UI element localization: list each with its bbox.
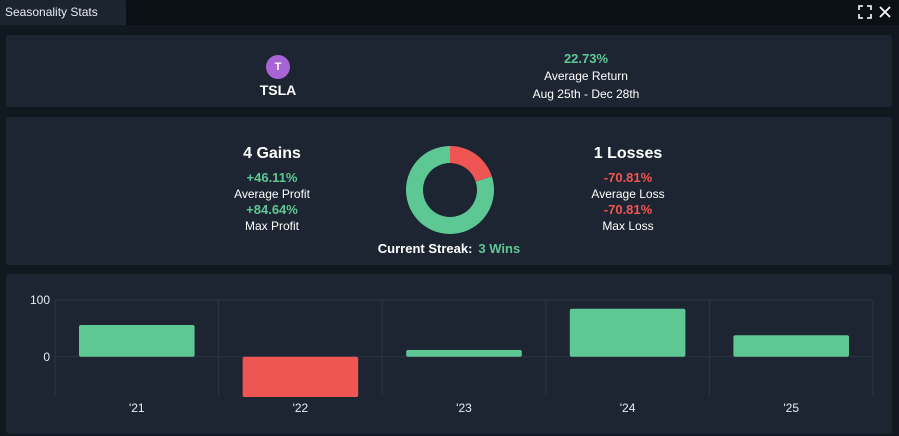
donut-losses-segment xyxy=(450,146,492,182)
average-return-block: 22.73% Average Return Aug 25th - Dec 28t… xyxy=(486,51,686,101)
max-loss-label: Max Loss xyxy=(602,219,654,233)
streak-label: Current Streak: xyxy=(377,241,473,256)
x-tick-label: '23 xyxy=(456,401,472,415)
x-tick-label: '25 xyxy=(783,401,799,415)
seasonality-bar-chart: 100 0 '21 '22 '23 '24 '25 xyxy=(30,293,874,415)
average-loss-label: Average Loss xyxy=(591,187,665,201)
y-tick-label: 0 xyxy=(43,350,50,364)
donut-gains-segment xyxy=(406,146,494,234)
y-tick-label: 100 xyxy=(30,293,50,307)
bar-22 xyxy=(242,356,359,397)
tab-seasonality-stats[interactable]: Seasonality Stats xyxy=(0,0,126,25)
losses-title: 1 Losses xyxy=(593,145,663,162)
max-profit-label: Max Profit xyxy=(244,219,299,233)
average-profit-value: +46.11% xyxy=(246,170,298,185)
symbol-avatar: T xyxy=(266,55,290,79)
gains-losses-donut xyxy=(406,146,494,234)
gains-column: 4 Gains +46.11% Average Profit +84.64% M… xyxy=(202,144,342,234)
gains-title: 4 Gains xyxy=(243,145,301,162)
summary-panel: T TSLA 22.73% Average Return Aug 25th - … xyxy=(6,35,892,107)
x-tick-label: '22 xyxy=(293,401,309,415)
bar-21 xyxy=(79,324,195,357)
x-tick-label: '24 xyxy=(620,401,636,415)
bar-25 xyxy=(733,335,849,357)
losses-column: 1 Losses -70.81% Average Loss -70.81% Ma… xyxy=(558,144,698,234)
symbol-label: TSLA xyxy=(259,82,297,98)
stats-panel: 4 Gains +46.11% Average Profit +84.64% M… xyxy=(6,117,892,265)
average-loss-value: -70.81% xyxy=(603,170,653,185)
x-tick-label: '21 xyxy=(129,401,145,415)
date-range: Aug 25th - Dec 28th xyxy=(532,87,640,101)
current-streak: Current Streak: 3 Wins xyxy=(346,241,552,256)
streak-value: 3 Wins xyxy=(478,241,521,256)
average-return-value: 22.73% xyxy=(563,51,609,66)
average-profit-label: Average Profit xyxy=(234,187,310,201)
max-loss-value: -70.81% xyxy=(603,202,653,217)
bar-24 xyxy=(569,308,686,357)
chart-panel: 100 0 '21 '22 '23 '24 '25 xyxy=(6,274,892,434)
bar-23 xyxy=(406,349,522,357)
average-return-label: Average Return xyxy=(544,69,628,83)
symbol-block: T TSLA xyxy=(246,55,310,98)
max-profit-value: +84.64% xyxy=(246,202,298,217)
expand-icon[interactable] xyxy=(858,5,872,19)
title-bar: Seasonality Stats xyxy=(0,0,899,25)
close-icon[interactable] xyxy=(878,5,892,19)
